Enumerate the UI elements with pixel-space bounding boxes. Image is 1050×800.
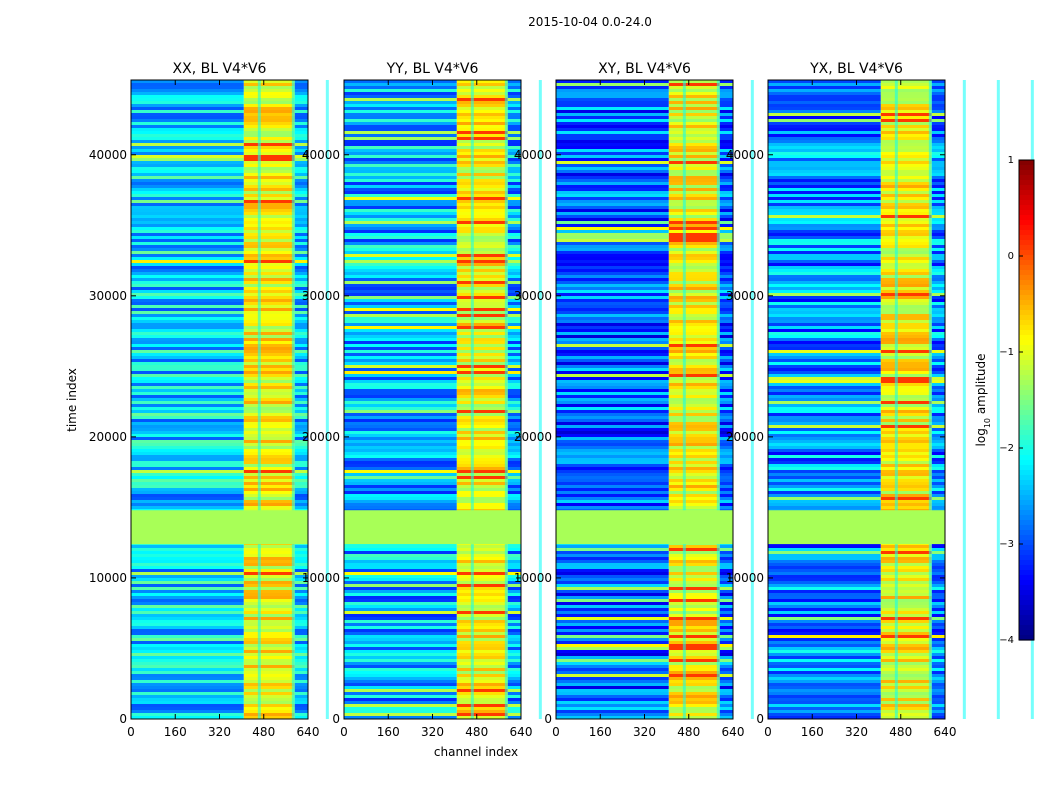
- y-tick-label: 20000: [302, 430, 340, 444]
- y-tick-label: 30000: [726, 289, 764, 303]
- y-tick-label: 40000: [89, 148, 127, 162]
- colorbar-tick-label: −2: [999, 443, 1014, 454]
- flagged-band: [344, 510, 521, 545]
- x-tick-label: 480: [465, 725, 488, 739]
- panel-1: XX, BL V4*V6 0 160 320 480 640 0 10000 20000 3000…: [89, 61, 397, 739]
- y-tick-label: 20000: [89, 430, 127, 444]
- x-tick-label: 320: [633, 725, 656, 739]
- x-axis-label: channel index: [434, 745, 518, 759]
- y-tick-label: 40000: [726, 148, 764, 162]
- y-tick-label: 0: [332, 712, 340, 726]
- y-tick-label: 10000: [302, 571, 340, 585]
- x-tick-label: 0: [340, 725, 348, 739]
- heatmap-image: [768, 80, 1034, 719]
- y-tick-label: 0: [544, 712, 552, 726]
- x-tick-label: 640: [297, 725, 320, 739]
- y-tick-label: 30000: [302, 289, 340, 303]
- panel-title: YX, BL V4*V6: [809, 61, 903, 77]
- panel-3: XY, BL V4*V6 0 160 320 480 640 0 10000 20000 3000…: [514, 61, 822, 739]
- flagged-band: [768, 510, 945, 545]
- figure-title: 2015-10-04 0.0-24.0: [528, 15, 652, 29]
- y-tick-label: 20000: [514, 430, 552, 444]
- x-tick-label: 320: [208, 725, 231, 739]
- panels: XX, BL V4*V60 160 320 480 640010000200003000…: [89, 61, 1034, 739]
- panel-title: XY, BL V4*V6: [598, 61, 691, 77]
- colorbar-label: log10 amplitude: [974, 354, 992, 447]
- y-tick-label: 20000: [726, 430, 764, 444]
- panel-title: YY, BL V4*V6: [386, 61, 479, 77]
- x-tick-label: 320: [421, 725, 444, 739]
- x-tick-label: 0: [552, 725, 560, 739]
- flagged-band: [131, 510, 308, 545]
- heatmap-image: [344, 80, 610, 719]
- x-tick-label: 480: [677, 725, 700, 739]
- colorbar-tick-label: −3: [999, 539, 1014, 550]
- x-tick-label: 640: [510, 725, 533, 739]
- x-tick-label: 0: [127, 725, 135, 739]
- y-tick-label: 10000: [726, 571, 764, 585]
- panel-title: XX, BL V4*V6: [173, 61, 267, 77]
- y-tick-label: 40000: [302, 148, 340, 162]
- y-tick-label: 10000: [89, 571, 127, 585]
- x-tick-label: 640: [722, 725, 745, 739]
- x-tick-label: 160: [801, 725, 824, 739]
- colorbar-frame: [1018, 159, 1035, 641]
- y-tick-label: 10000: [514, 571, 552, 585]
- x-tick-label: 320: [845, 725, 868, 739]
- colorbar-tick-label: −1: [999, 347, 1014, 358]
- y-tick-label: 30000: [514, 289, 552, 303]
- panel-4: YX, BL V4*V6 0 160 320 480 640 0 10000 20000 3000…: [726, 61, 1034, 739]
- colorbar-tick-label: −4: [999, 635, 1014, 646]
- x-tick-label: 160: [377, 725, 400, 739]
- y-tick-label: 0: [119, 712, 127, 726]
- x-tick-label: 640: [934, 725, 957, 739]
- x-tick-label: 480: [889, 725, 912, 739]
- x-tick-label: 480: [252, 725, 275, 739]
- x-tick-label: 160: [589, 725, 612, 739]
- x-tick-label: 160: [164, 725, 187, 739]
- colorbar-gradient: [1019, 160, 1034, 641]
- x-tick-label: 0: [764, 725, 772, 739]
- colorbar-tick-label: 1: [1008, 155, 1014, 166]
- panel-2: YY, BL V4*V6 0 160 320 480 640 0 10000 20000 3000…: [302, 61, 610, 739]
- y-axis-label: time index: [65, 368, 79, 432]
- colorbar-tick-label: 0: [1008, 251, 1014, 262]
- y-tick-label: 30000: [89, 289, 127, 303]
- y-tick-label: 0: [756, 712, 764, 726]
- colorbar: 1 0 −1 −2 −3 −4 log10 amplitude: [974, 155, 1035, 646]
- flagged-band: [556, 510, 733, 545]
- y-tick-label: 40000: [514, 148, 552, 162]
